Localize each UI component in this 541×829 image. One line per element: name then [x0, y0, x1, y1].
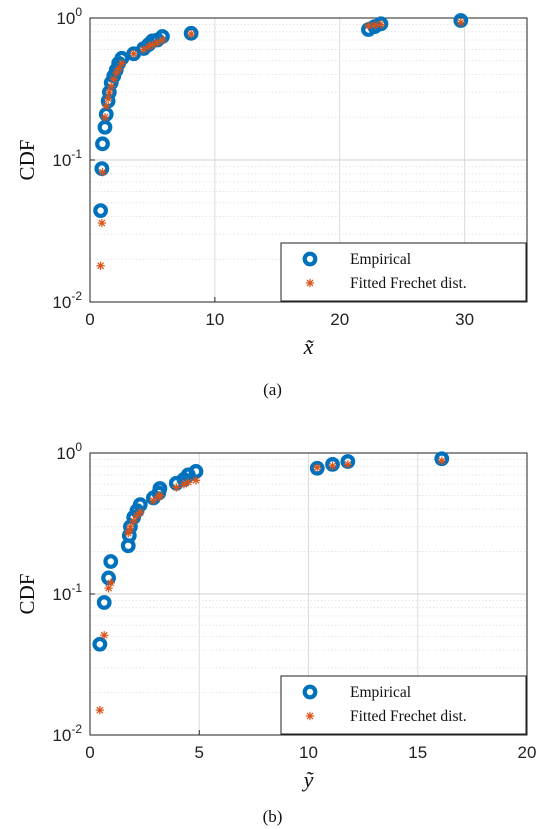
panel-a-fitted-point	[97, 218, 107, 228]
panel-b-y-ticks: 10-2 10-1 100	[52, 440, 95, 745]
panel-a-x-axis-label: x̃	[303, 334, 314, 359]
panel-a: 0 10 20 30 10-2 10-1 100 CDF x̃ Empirical Fit…	[15, 5, 528, 399]
panel-a-fitted-point	[105, 88, 114, 97]
panel-b-fitted-point	[95, 705, 105, 715]
panel-a-legend-empirical-marker	[302, 251, 318, 267]
panel-b-x-tick-label: 10	[299, 743, 318, 762]
panel-b-legend-box	[280, 675, 527, 735]
panel-b-x-tick-label: 20	[518, 743, 537, 762]
panel-b: 0 5 10 15 20 10-2 10-1 100 CDF ỹ Empirical Fit…	[15, 440, 536, 826]
panel-a-fitted-point	[364, 21, 373, 31]
panel-a-x-tick-label: 20	[330, 310, 349, 329]
panel-a-fitted-point	[102, 101, 111, 111]
panel-b-y-axis-label: CDF	[15, 574, 39, 615]
panel-a-legend-empirical-label: Empirical	[350, 251, 411, 268]
panel-a-fitted-point	[370, 20, 379, 30]
panel-a-fitted-point	[96, 261, 105, 270]
panel-a-legend: Empirical Fitted Frechet dist.	[280, 242, 527, 302]
panel-a-y-tick-label: 10-1	[52, 147, 82, 170]
panel-b-y-tick-label: 10-2	[52, 722, 82, 745]
panel-b-empirical-point	[103, 554, 119, 569]
panel-a-fitted-point	[456, 18, 466, 27]
panel-b-series-fitted	[95, 456, 446, 715]
panel-a-caption: (a)	[263, 380, 282, 399]
panel-b-fitted-point	[184, 478, 193, 487]
panel-b-fitted-point	[126, 522, 135, 531]
panel-b-y-tick-label: 10-1	[52, 581, 82, 604]
panel-b-fitted-point	[343, 460, 353, 469]
panel-b-empirical-point	[92, 636, 108, 652]
panel-a-marks	[93, 13, 469, 270]
panel-b-fitted-point	[149, 496, 158, 505]
panel-b-legend-empirical-marker	[302, 684, 318, 700]
panel-a-empirical-point	[95, 136, 110, 152]
panel-b-caption: (b)	[263, 807, 283, 826]
panel-b-x-ticks: 0 5 10 15 20	[85, 730, 536, 762]
panel-b-fitted-point	[437, 456, 446, 466]
panel-a-legend-asterisk	[305, 278, 315, 288]
panel-b-legend-asterisk	[305, 711, 315, 721]
panel-a-fitted-point	[186, 29, 196, 39]
panel-a-fitted-point	[158, 35, 167, 45]
panel-b-fitted-point	[100, 631, 109, 640]
panel-a-fitted-point	[98, 168, 107, 177]
panel-a-legend-fitted-marker	[305, 278, 315, 288]
panel-b-legend-empirical-label: Empirical	[350, 684, 411, 701]
panel-b-empirical-point	[96, 595, 112, 610]
panel-a-fitted-point	[103, 94, 113, 103]
panel-a-series-fitted	[96, 18, 466, 270]
panel-b-fitted-point	[191, 476, 201, 485]
panel-b-fitted-point	[172, 483, 181, 492]
panel-b-x-tick-label: 15	[408, 743, 427, 762]
panel-a-fitted-point	[109, 75, 118, 84]
panel-b-fitted-point	[313, 463, 322, 472]
panel-a-empirical-point	[94, 161, 110, 176]
panel-a-fitted-point	[129, 49, 138, 58]
panel-b-marks	[92, 451, 450, 715]
panel-b-legend-fitted-marker	[305, 711, 315, 721]
panel-b-fitted-point	[328, 461, 337, 471]
panel-a-y-tick-label: 100	[56, 5, 82, 28]
panel-a-fitted-point	[376, 20, 386, 29]
panel-a-empirical-point	[93, 203, 109, 219]
panel-b-y-tick-label: 100	[56, 440, 82, 463]
panel-b-fitted-point	[129, 516, 138, 526]
panel-a-fitted-point	[117, 59, 127, 68]
panel-a-empirical-point	[97, 119, 113, 135]
panel-a-legend-fitted-label: Fitted Frechet dist.	[350, 275, 467, 292]
panel-a-y-tick-label: 10-2	[52, 289, 82, 312]
panel-a-x-tick-label: 0	[85, 310, 94, 329]
panel-b-empirical-point	[188, 464, 204, 479]
panel-b-x-tick-label: 0	[85, 743, 94, 762]
panel-a-fitted-point	[144, 42, 153, 51]
panel-a-y-axis-label: CDF	[15, 140, 39, 181]
panel-a-y-ticks: 10-2 10-1 100	[52, 5, 95, 312]
panel-b-x-axis-label: ỹ	[302, 767, 315, 792]
panel-a-fitted-point	[100, 113, 110, 122]
panel-a-fitted-point	[107, 82, 116, 91]
panel-a-x-tick-label: 30	[455, 310, 474, 329]
panel-b-x-tick-label: 5	[195, 743, 204, 762]
panel-b-legend: Empirical Fitted Frechet dist.	[280, 675, 527, 735]
panel-a-legend-circle	[302, 251, 318, 267]
panel-b-legend-fitted-label: Fitted Frechet dist.	[350, 708, 467, 725]
panel-a-empirical-point	[183, 25, 199, 41]
panel-b-legend-circle	[302, 684, 318, 700]
panel-a-legend-box	[280, 242, 527, 302]
panel-a-x-tick-label: 10	[205, 310, 224, 329]
panel-b-fitted-point	[136, 508, 145, 517]
panel-b-fitted-point	[155, 491, 165, 500]
panel-b-empirical-point	[309, 460, 325, 476]
panel-b-fitted-point	[106, 578, 115, 588]
